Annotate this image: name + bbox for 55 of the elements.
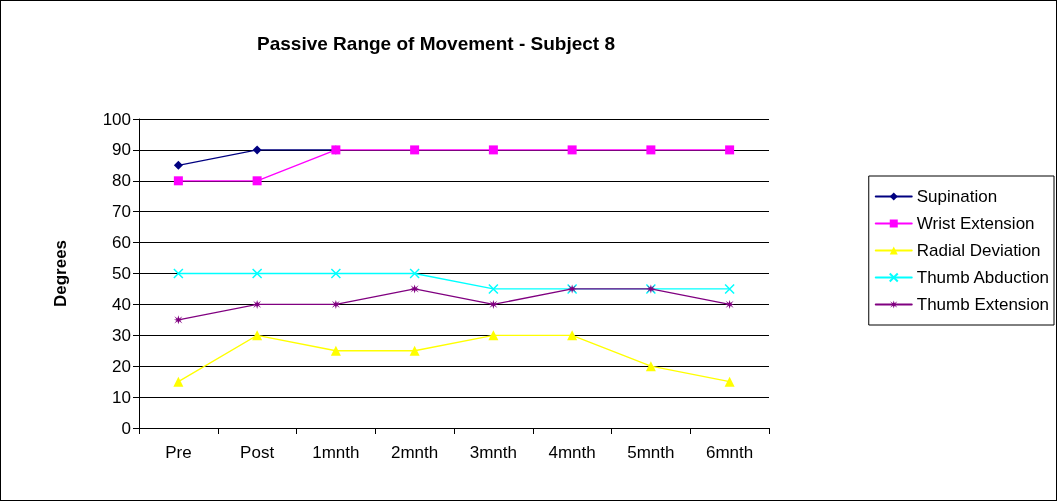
point: [173, 376, 184, 387]
point: [252, 145, 262, 155]
point: [252, 299, 262, 309]
x-tick-label: 2mnth: [391, 443, 439, 462]
point: [409, 268, 420, 279]
legend-label: Thumb Abduction: [916, 268, 1050, 287]
x-tick-label: 5mnth: [627, 443, 675, 462]
y-tick-label: 60: [112, 233, 131, 253]
point: [725, 299, 735, 309]
y-tick-label: 20: [112, 356, 131, 376]
point: [488, 299, 498, 309]
point: [724, 283, 735, 295]
x-tick-label: 1mnth: [312, 443, 360, 462]
point: [173, 315, 183, 325]
point: [488, 283, 499, 295]
point: [724, 376, 735, 387]
point: [173, 176, 183, 186]
point: [488, 145, 498, 155]
point: [410, 284, 420, 294]
y-tick-label: 70: [112, 202, 131, 222]
point: [488, 330, 499, 341]
y-tick-label: 90: [112, 140, 131, 160]
point: [252, 330, 263, 341]
x-tick-label: 4mnth: [548, 443, 596, 462]
point: [410, 145, 420, 155]
x-tick-label: 3mnth: [469, 443, 517, 462]
point: [252, 176, 262, 186]
y-tick-label: 50: [112, 264, 131, 283]
point: [567, 330, 578, 341]
legend-label: Wrist Extension: [916, 214, 1035, 233]
y-tick-label: 0: [121, 418, 131, 438]
point: [646, 145, 656, 155]
chart-title: Passive Range of Movement - Subject 8: [257, 33, 615, 54]
y-tick-label: 40: [112, 294, 131, 314]
point: [330, 345, 341, 356]
point: [251, 268, 263, 279]
y-tick-label: 10: [112, 387, 131, 407]
point: [567, 145, 577, 155]
point: [330, 268, 342, 279]
y-axis-title: Degrees: [51, 239, 70, 308]
x-tick-label: Post: [240, 443, 275, 462]
point: [725, 145, 735, 155]
x-tick-label: Pre: [165, 443, 192, 462]
point: [173, 160, 183, 170]
y-tick-label: 30: [112, 325, 131, 345]
legend-label: Thumb Extension: [916, 295, 1050, 314]
legend-label: Supination: [916, 187, 998, 206]
point: [645, 361, 656, 372]
y-tick-label: 100: [102, 109, 131, 129]
point: [331, 299, 341, 309]
x-tick-label: 6mnth: [706, 443, 754, 462]
point: [409, 345, 420, 356]
y-tick-label: 80: [112, 171, 131, 191]
point: [173, 268, 184, 279]
legend-label: Radial Deviation: [916, 241, 1041, 260]
